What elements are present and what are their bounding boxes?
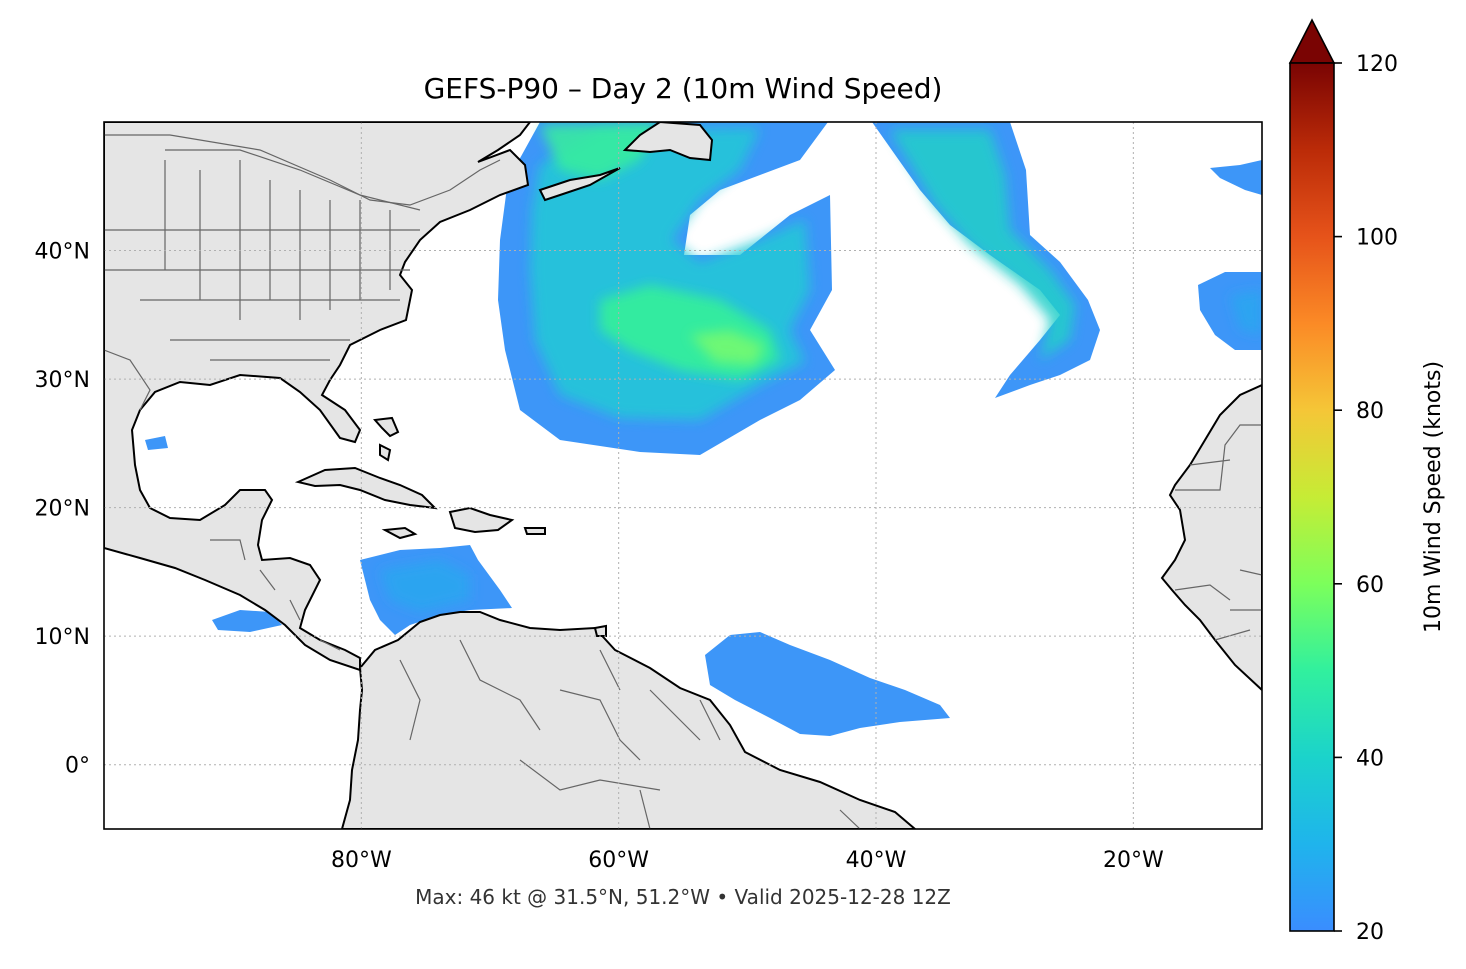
colorbar-tick-label: 100 (1356, 226, 1398, 251)
colorbar-tick-label: 60 (1356, 573, 1384, 598)
colorbar-tick-label: 20 (1356, 920, 1384, 945)
colorbar-extend-arrow (1288, 18, 1336, 64)
wind-region-ne-atlantic-core (890, 130, 1075, 360)
wind-region-gulf-spot (145, 436, 168, 450)
south-america-landmass (340, 611, 917, 829)
x-tick-label: 60°W (588, 848, 649, 873)
central-america-borders (210, 539, 341, 651)
wind-region-far-ne-atlantic (1210, 160, 1262, 195)
wind-shading-layer (104, 122, 1262, 736)
africa-landmass (1160, 383, 1262, 692)
colorbar-tick-label: 80 (1356, 399, 1384, 424)
y-tick-label: 30°N (35, 368, 90, 393)
colorbar-frame (1289, 62, 1335, 932)
wind-region-max-core (690, 330, 765, 365)
colorbar-tick-label: 40 (1356, 746, 1384, 771)
x-tick-label: 40°W (846, 848, 907, 873)
y-tick-label: 0° (65, 754, 90, 779)
y-tick-labels: 40°N 30°N 20°N 10°N 0° (35, 240, 90, 779)
x-tick-labels: 80°W 60°W 40°W 20°W (331, 848, 1164, 873)
wind-region-papagayo (212, 610, 282, 632)
political-borders (104, 134, 1262, 829)
us-mexico-border (104, 349, 151, 411)
gridlines (104, 122, 1262, 829)
hispaniola-island (448, 506, 515, 534)
wind-region-caribbean-core (380, 560, 470, 612)
africa-borders (1174, 424, 1262, 641)
map-frame (103, 121, 1263, 830)
wind-region-east-atlantic-core (1230, 290, 1262, 335)
y-tick-label: 10°N (35, 625, 90, 650)
bahamas-islands (372, 416, 400, 462)
greenland-newfoundland-landmass (622, 122, 714, 162)
gulf-st-lawrence-coast (538, 167, 621, 202)
colorbar-ticks: 20 40 60 80 100 120 (1334, 52, 1398, 945)
south-america-borders (399, 639, 861, 829)
colorbar-tick-label: 120 (1356, 52, 1398, 77)
map-title: GEFS-P90 – Day 2 (10m Wind Speed) (424, 72, 943, 105)
wind-region-st-lawrence (540, 122, 660, 180)
puerto-rico-island (523, 527, 546, 535)
colorbar-gradient (1290, 63, 1334, 931)
x-tick-label: 20°W (1103, 848, 1164, 873)
us-state-borders (104, 149, 421, 361)
footer-note: Max: 46 kt @ 31.5°N, 51.2°W • Valid 2025… (415, 885, 951, 909)
trinidad-island (593, 624, 607, 637)
jamaica-island (381, 526, 418, 540)
wind-region-equatorial-atlantic (705, 632, 950, 736)
y-tick-label: 20°N (35, 497, 90, 522)
x-tick-label: 80°W (331, 848, 392, 873)
us-canada-border (104, 134, 501, 206)
map-panel: 80°W 60°W 40°W 20°W 40°N 30°N 20°N 10°N 0° (35, 121, 1263, 873)
y-tick-label: 40°N (35, 240, 90, 265)
colorbar-label: 10m Wind Speed (knots) (1421, 361, 1446, 633)
colorbar: 20 40 60 80 100 120 10m Wind Speed (knots) (1288, 18, 1446, 945)
